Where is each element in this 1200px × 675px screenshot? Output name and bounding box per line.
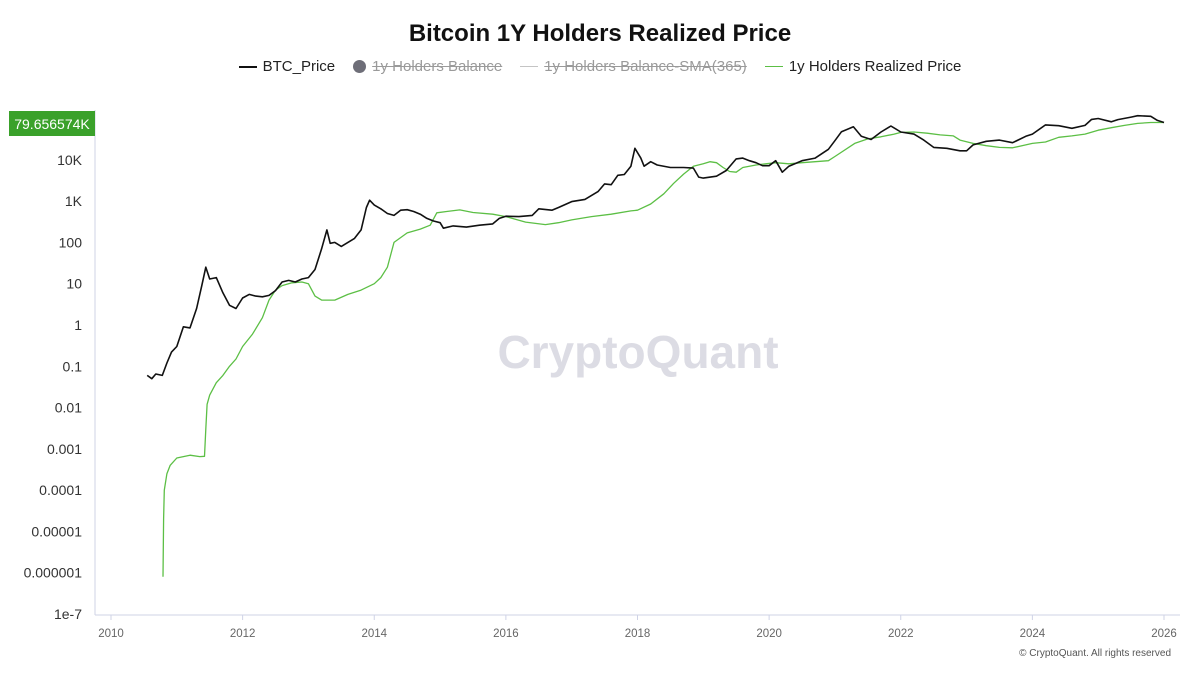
legend-item-holders-balance[interactable]: 1y Holders Balance: [353, 58, 502, 75]
x-tick-label: 2024: [1020, 628, 1046, 640]
y-tick-label: 10K: [57, 152, 83, 168]
series-line-btc-price: [146, 114, 1165, 380]
y-tick-label: 10: [66, 276, 82, 292]
y-tick-label: 0.0001: [39, 482, 82, 498]
legend-label: BTC_Price: [262, 58, 336, 75]
y-tick-label: 0.00001: [31, 523, 82, 539]
y-tick-label: 0.001: [47, 441, 82, 457]
x-tick-label: 2026: [1151, 628, 1177, 640]
legend-line-symbol: [238, 65, 257, 68]
y-tick-label: 0.01: [55, 400, 82, 416]
series-line-realized-price: [162, 121, 1164, 577]
x-tick-label: 2016: [493, 628, 519, 640]
current-value-badge: 79.656574K: [9, 111, 95, 136]
x-tick-label: 2022: [888, 628, 914, 640]
y-tick-label: 0.1: [63, 358, 83, 374]
legend-line-symbol: [764, 66, 783, 67]
legend-item-btc-price[interactable]: BTC_Price: [238, 58, 336, 75]
y-tick-label: 1K: [65, 193, 83, 209]
x-tick-label: 2010: [98, 628, 124, 640]
current-value-label: 79.656574K: [14, 116, 90, 132]
current-value-badge-bg: [9, 111, 95, 136]
legend-label: 1y Holders Balance-SMA(365): [544, 58, 747, 75]
x-tick-label: 2012: [230, 628, 256, 640]
legend-item-holders-balance-sma[interactable]: 1y Holders Balance-SMA(365): [520, 58, 747, 75]
y-tick-label: 100: [59, 234, 83, 250]
legend-item-realized-price[interactable]: 1y Holders Realized Price: [764, 58, 962, 75]
x-tick-label: 2014: [361, 628, 387, 640]
x-tick-label: 2018: [625, 628, 651, 640]
legend-label: 1y Holders Realized Price: [788, 58, 962, 75]
chart-title: Bitcoin 1Y Holders Realized Price: [408, 20, 792, 47]
y-tick-label: 0.000001: [24, 565, 83, 581]
legend-label: 1y Holders Balance: [372, 58, 503, 75]
chart-legend: BTC_Price 1y Holders Balance 1y Holders …: [0, 58, 1200, 75]
legend-dot-symbol: [353, 60, 367, 73]
y-tick-label: 1: [74, 317, 82, 333]
watermark: CryptoQuant: [497, 326, 778, 378]
x-tick-label: 2020: [756, 628, 782, 640]
legend-line-symbol: [520, 66, 539, 67]
copyright-notice: © CryptoQuant. All rights reserved: [1019, 648, 1171, 659]
y-tick-label: 1e-7: [54, 606, 82, 622]
